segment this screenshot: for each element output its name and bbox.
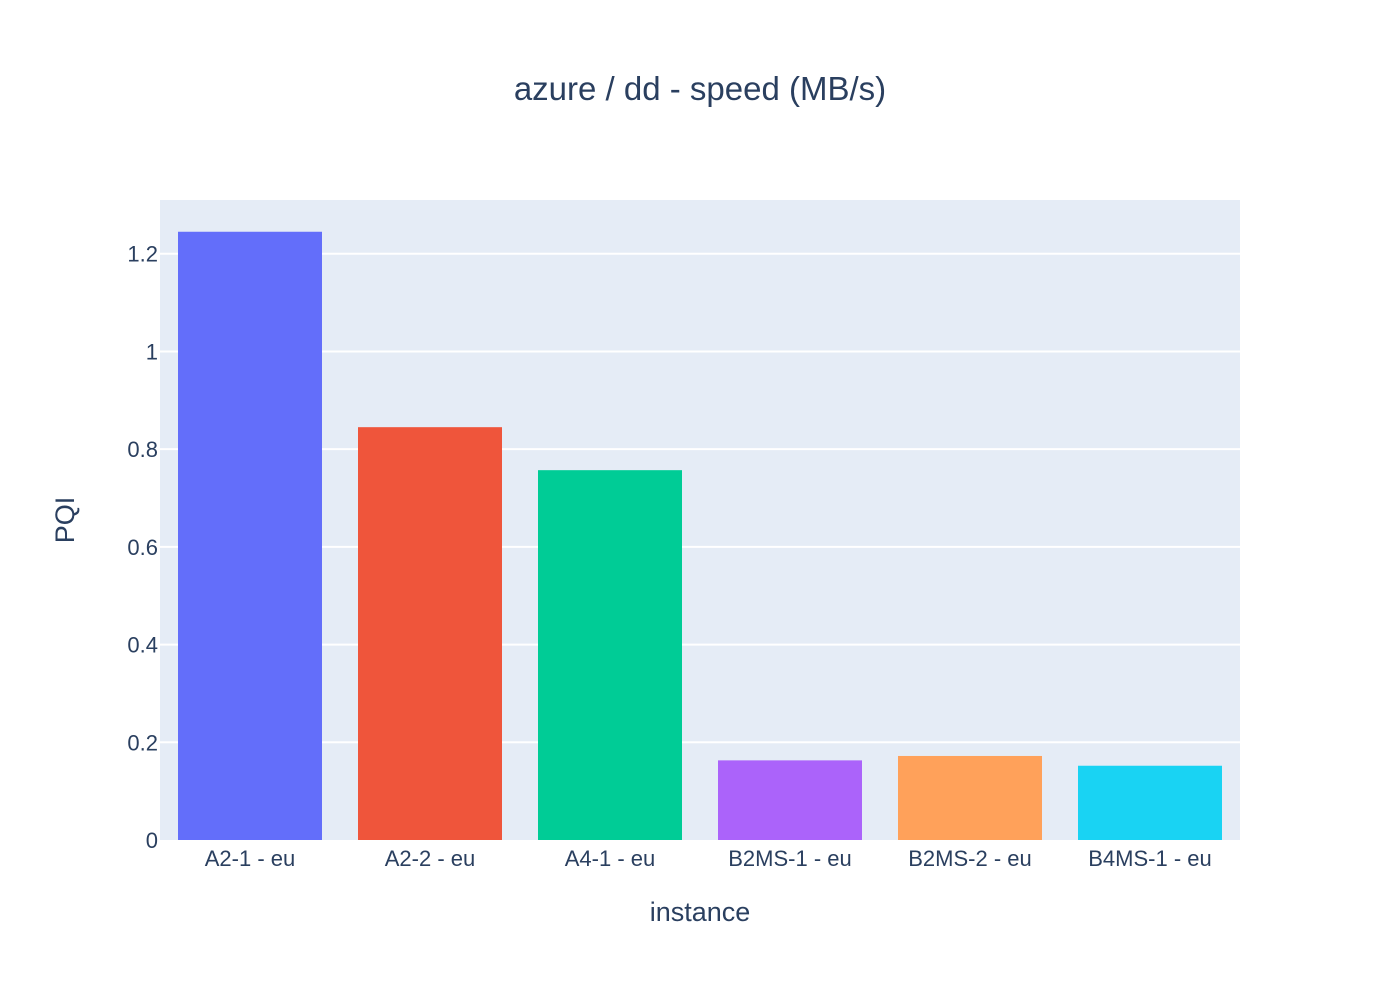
bar [538, 470, 682, 840]
bars [178, 231, 1222, 840]
y-axis-title: PQI [50, 497, 80, 544]
y-tick-label: 0 [146, 828, 158, 853]
bar [718, 760, 862, 840]
x-tick-labels: A2-1 - eu A2-2 - eu A4-1 - eu B2MS-1 - eu B2… [205, 846, 1212, 871]
y-tick-label: 1.2 [127, 242, 158, 267]
bar [1078, 765, 1222, 840]
y-tick-label: 1 [146, 339, 158, 364]
y-tick-label: 0.2 [127, 730, 158, 755]
bar [178, 231, 322, 840]
x-tick-label: B2MS-2 - eu [908, 846, 1032, 871]
chart-title: azure / dd - speed (MB/s) [514, 70, 886, 107]
y-tick-label: 0.6 [127, 535, 158, 560]
y-gridlines [160, 252, 1240, 744]
x-tick-label: A4-1 - eu [565, 846, 656, 871]
y-tick-label: 0.4 [127, 633, 158, 658]
y-tick-label: 0.8 [127, 437, 158, 462]
x-tick-label: A2-1 - eu [205, 846, 296, 871]
y-tick-labels: 0 0.2 0.4 0.6 0.8 1 1.2 [127, 242, 158, 853]
bar [898, 755, 1042, 840]
x-axis-title: instance [650, 897, 751, 927]
plot-area [160, 200, 1240, 840]
x-tick-label: B2MS-1 - eu [728, 846, 852, 871]
x-tick-label: A2-2 - eu [385, 846, 476, 871]
x-tick-label: B4MS-1 - eu [1088, 846, 1212, 871]
bar [358, 427, 502, 840]
